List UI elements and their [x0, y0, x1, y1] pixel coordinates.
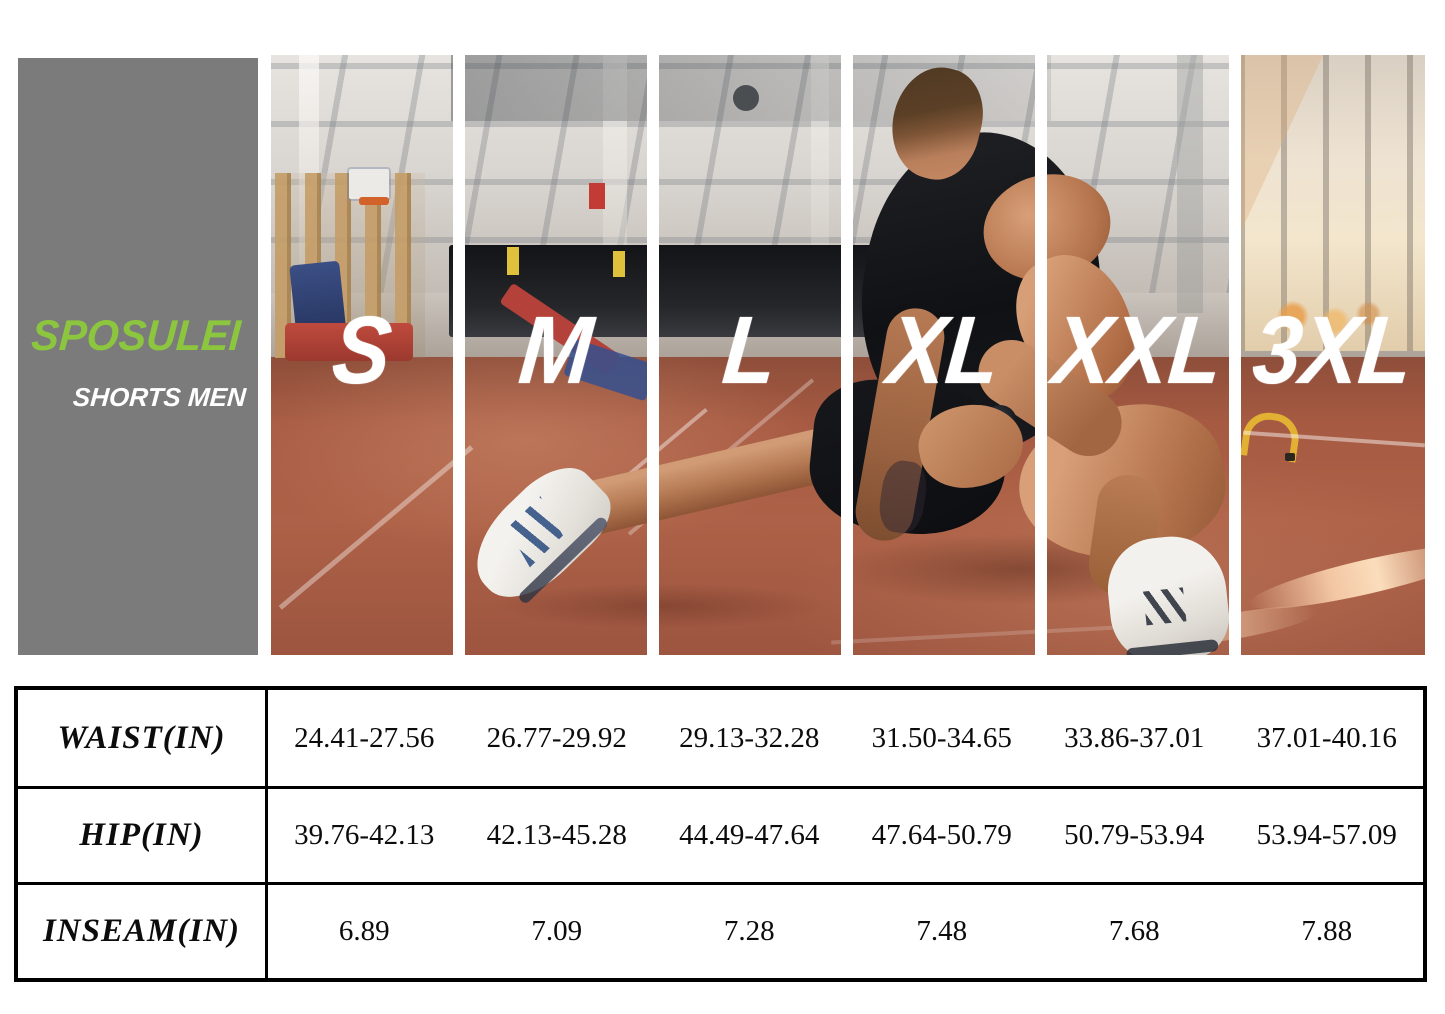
hip-value-xxl: 50.79-53.94: [1038, 786, 1231, 882]
product-photo: S M L XL XXL 3XL: [271, 55, 1425, 655]
hip-value-l: 44.49-47.64: [653, 786, 846, 882]
basketball-backboard: [349, 169, 389, 199]
row-header-waist: WAIST(IN): [18, 690, 268, 786]
size-label-xxl: XXL: [1048, 297, 1228, 404]
size-label-xl: XL: [883, 297, 1005, 404]
size-label-l: L: [718, 297, 782, 404]
size-label-3xl: 3XL: [1248, 297, 1418, 404]
brand-subtitle: SHORTS MEN: [72, 382, 248, 412]
waist-value-l: 29.13-32.28: [679, 721, 820, 754]
red-flag: [589, 183, 605, 209]
row-header-inseam: INSEAM(IN): [18, 882, 268, 978]
strip-divider: [453, 55, 465, 655]
strip-divider: [841, 55, 853, 655]
basketball-hoop: [359, 197, 389, 205]
strip-divider: [647, 55, 659, 655]
leg-shadow: [496, 583, 826, 629]
size-table: WAIST(IN) 24.41-27.56 26.77-29.92 29.13-…: [14, 686, 1427, 982]
waist-value-xxl: 33.86-37.01: [1064, 721, 1205, 754]
waist-value-m: 26.77-29.92: [486, 721, 627, 754]
brand-name: SPOSULEI: [29, 312, 243, 360]
size-label-s: S: [328, 297, 396, 404]
hip-value-m: 42.13-45.28: [460, 786, 653, 882]
inseam-value-s: 6.89: [268, 882, 461, 978]
pillar: [1177, 55, 1203, 313]
pillar: [811, 55, 829, 285]
strip-divider: [1229, 55, 1241, 655]
window-equipment-glow: [1263, 293, 1383, 345]
waist-value-s: 24.41-27.56: [294, 721, 435, 754]
hip-value-s: 39.76-42.13: [268, 786, 461, 882]
yellow-tag: [613, 251, 625, 277]
inseam-value-xl: 7.48: [845, 882, 1038, 978]
hip-value-xl: 47.64-50.79: [845, 786, 1038, 882]
hurdle-foot: [1285, 453, 1295, 461]
waist-value-3xl: 37.01-40.16: [1256, 721, 1397, 754]
inseam-value-3xl: 7.88: [1230, 882, 1423, 978]
size-label-m: M: [515, 297, 598, 404]
hip-value-3xl: 53.94-57.09: [1230, 786, 1423, 882]
brand-panel: SPOSULEI SHORTS MEN: [18, 58, 258, 655]
yellow-tag: [507, 247, 519, 275]
gym-mat-red: [285, 323, 413, 361]
inseam-value-xxl: 7.68: [1038, 882, 1231, 978]
strip-divider: [1035, 55, 1047, 655]
ceiling-lamp: [733, 85, 759, 111]
waist-value-xl: 31.50-34.65: [871, 721, 1012, 754]
inseam-value-l: 7.28: [653, 882, 846, 978]
inseam-value-m: 7.09: [460, 882, 653, 978]
row-header-hip: HIP(IN): [18, 786, 268, 882]
